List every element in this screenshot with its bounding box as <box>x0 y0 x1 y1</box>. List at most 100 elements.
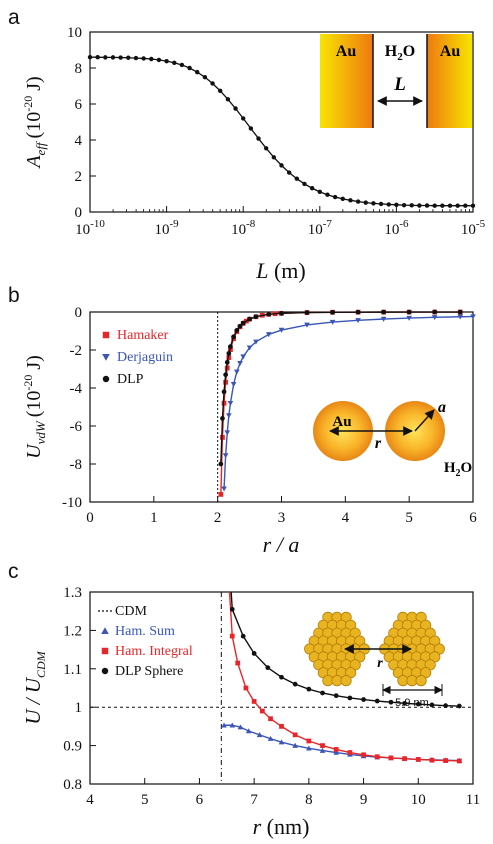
x-tick-label: 8 <box>305 792 313 808</box>
data-point-derjaguin <box>406 315 412 321</box>
data-point-dlp <box>266 311 272 317</box>
legend-label: Ham. Integral <box>115 644 193 659</box>
data-point <box>394 202 399 208</box>
data-point-derjaguin <box>224 430 231 436</box>
data-point-derjaguin <box>240 354 246 360</box>
panel-b-label: b <box>8 284 20 307</box>
panel-c: c 4 5 6 7 8 9 10 11 0.8 0.9 1 1.1 1.2 1.3 U / UCDM r … <box>8 560 480 839</box>
legend-marker <box>101 647 109 655</box>
data-point <box>263 146 269 151</box>
data-point-dlp <box>330 309 335 315</box>
y-tick-label: 1.3 <box>63 585 82 601</box>
inset-b-radius-label: a <box>438 399 446 416</box>
data-point-ham-sum <box>292 742 298 748</box>
data-point-dlp-sphere <box>374 698 380 704</box>
atom <box>340 675 352 687</box>
panel-b: b 0 1 2 3 4 5 6 0 -2 -4 -6 -8 -10 UvdW(10-20 J) r / … <box>8 284 477 557</box>
data-point-ham-integral <box>347 750 353 755</box>
legend-label: Hamaker <box>117 328 169 343</box>
y-tick-label: 8 <box>75 61 83 77</box>
data-point <box>95 54 100 60</box>
data-point-derjaguin <box>457 314 464 320</box>
data-point <box>156 57 162 63</box>
inset-a-gap-label: L <box>393 74 406 95</box>
data-point-dlp <box>228 344 233 349</box>
data-point <box>233 106 238 111</box>
atom <box>415 675 427 687</box>
data-point-dlp-sphere <box>306 686 312 692</box>
y-tick-label: 1 <box>75 700 83 716</box>
panel-c-inset: r 5.9 nm <box>304 611 445 709</box>
panel-a-xlabel: L (m) <box>255 258 306 283</box>
data-point <box>218 88 223 94</box>
y-tick-label: 6 <box>75 97 83 113</box>
data-point-ham-integral <box>456 758 462 764</box>
data-point <box>348 198 353 203</box>
x-tick-label: 0 <box>86 510 94 526</box>
panel-c-legend: CDM Ham. Sum Ham. Integral DLP Sphere <box>98 604 193 679</box>
data-point-dlp <box>223 372 229 378</box>
x-tick-label: 6 <box>196 792 204 808</box>
data-point-ham-integral <box>229 633 235 639</box>
panel-b-inset: Au r a H2O <box>313 399 472 479</box>
data-point-ham-integral <box>320 743 325 748</box>
data-point-dlp-sphere <box>240 633 246 639</box>
panel-a: a 10-10 10-9 10-8 10-7 10-6 10-5 0 2 4 6 8 10 Aeff(… <box>8 6 486 283</box>
panel-c-frame <box>89 591 474 785</box>
data-point-dlp <box>406 309 412 315</box>
y-tick-label: -4 <box>70 381 83 397</box>
data-point-ham-integral <box>279 724 284 729</box>
data-point-dlp-sphere <box>333 693 339 699</box>
legend-marker <box>102 353 110 361</box>
panel-a-axes: 10-10 10-9 10-8 10-7 10-6 10-5 0 2 4 6 8 10 <box>67 25 486 238</box>
y-tick-label: 0.8 <box>63 777 82 793</box>
data-point-derjaguin <box>222 453 229 459</box>
data-point-dlp-sphere <box>361 697 366 702</box>
data-point <box>187 65 192 71</box>
data-point <box>133 55 139 61</box>
data-point <box>195 69 200 75</box>
x-tick-label: 10-5 <box>461 218 486 238</box>
data-point <box>248 126 254 131</box>
data-point <box>332 194 338 200</box>
data-point-dlp-sphere <box>229 606 235 612</box>
panel-c-label: c <box>8 560 19 583</box>
data-point-ham-sum <box>306 745 312 751</box>
legend-marker <box>101 627 109 635</box>
data-point-dlp <box>381 309 387 315</box>
inset-c-size-label: 5.9 nm <box>395 697 429 709</box>
data-point-ham-integral <box>388 755 394 761</box>
data-point <box>325 192 330 197</box>
panel-b-axes: 0 1 2 3 4 5 6 0 -2 -4 -6 -8 -10 <box>62 305 477 526</box>
data-point-ham-sum <box>237 724 244 730</box>
data-point-derjaguin <box>431 315 438 321</box>
y-tick-label: -8 <box>70 457 83 473</box>
panel-c-data <box>221 591 463 764</box>
data-point-ham-integral <box>333 747 339 752</box>
x-tick-label: 2 <box>214 510 222 526</box>
data-point <box>225 97 231 102</box>
data-point-derjaguin <box>221 486 227 492</box>
panel-a-frame <box>89 31 474 213</box>
data-point <box>202 74 208 80</box>
inset-a-right-label: Au <box>440 43 461 60</box>
data-point-dlp <box>221 389 227 395</box>
data-point-ham-sum <box>245 728 252 734</box>
panel-b-ylabel: UvdW(10-20 J) <box>21 355 48 459</box>
data-point <box>286 170 292 175</box>
x-tick-label: 10 <box>411 792 426 808</box>
data-point-ham-integral <box>443 758 449 763</box>
data-point <box>378 201 384 207</box>
x-tick-label: 10-9 <box>155 218 180 238</box>
data-point-dlp-sphere <box>402 700 407 706</box>
legend-label: DLP Sphere <box>115 664 183 679</box>
series-line-dlp <box>220 311 461 465</box>
radius-arrow-icon <box>414 409 435 432</box>
data-point <box>432 203 437 208</box>
legend-label: Derjaguin <box>117 350 173 365</box>
data-point-dlp-sphere <box>320 690 325 696</box>
y-tick-label: 2 <box>75 169 83 185</box>
x-tick-label: 11 <box>466 792 480 808</box>
data-point <box>447 203 453 208</box>
data-point <box>302 181 307 187</box>
